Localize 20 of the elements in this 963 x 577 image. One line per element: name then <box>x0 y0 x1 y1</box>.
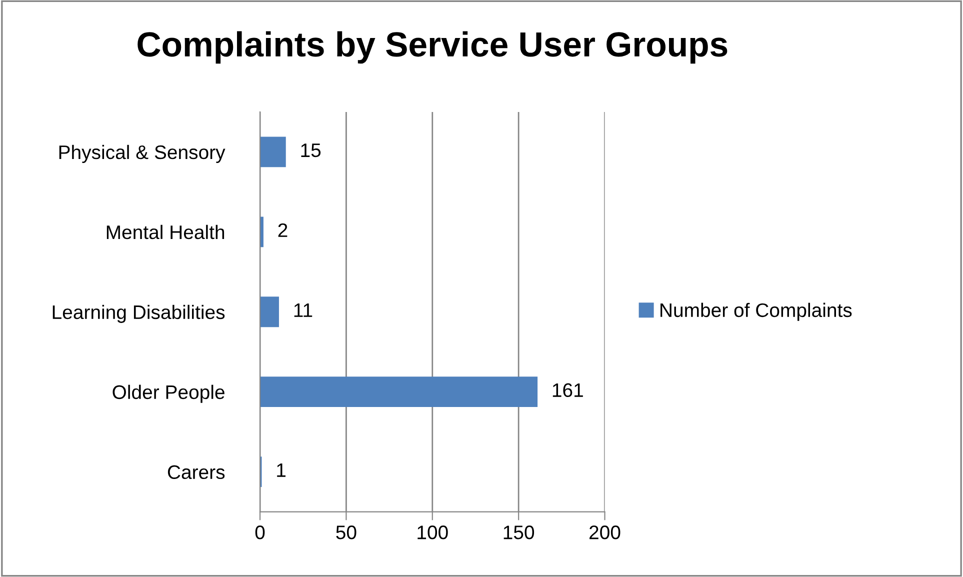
data-label: 161 <box>552 383 583 398</box>
y-tick-label: Learning Disabilities <box>52 304 225 323</box>
y-tick-label: Mental Health <box>106 224 224 240</box>
x-tick-label: 50 <box>336 526 356 540</box>
data-label: 2 <box>278 223 288 237</box>
data-label: 15 <box>301 144 321 158</box>
chart-title: Complaints by Service User Groups <box>138 31 728 64</box>
x-tick-label: 100 <box>418 526 448 540</box>
x-tick-label: 0 <box>255 526 265 540</box>
data-label: 11 <box>294 304 312 317</box>
y-tick-label: Older People <box>112 384 224 403</box>
x-tick-label: 200 <box>590 526 620 540</box>
bar <box>260 296 279 328</box>
data-label: 1 <box>277 463 286 477</box>
bar <box>260 136 286 168</box>
x-tick-label: 150 <box>504 526 534 540</box>
y-tick-label: Carers <box>168 465 225 480</box>
legend-label: Number of Complaints <box>660 302 852 321</box>
y-tick-label: Physical & Sensory <box>59 144 226 164</box>
bar <box>260 376 538 408</box>
